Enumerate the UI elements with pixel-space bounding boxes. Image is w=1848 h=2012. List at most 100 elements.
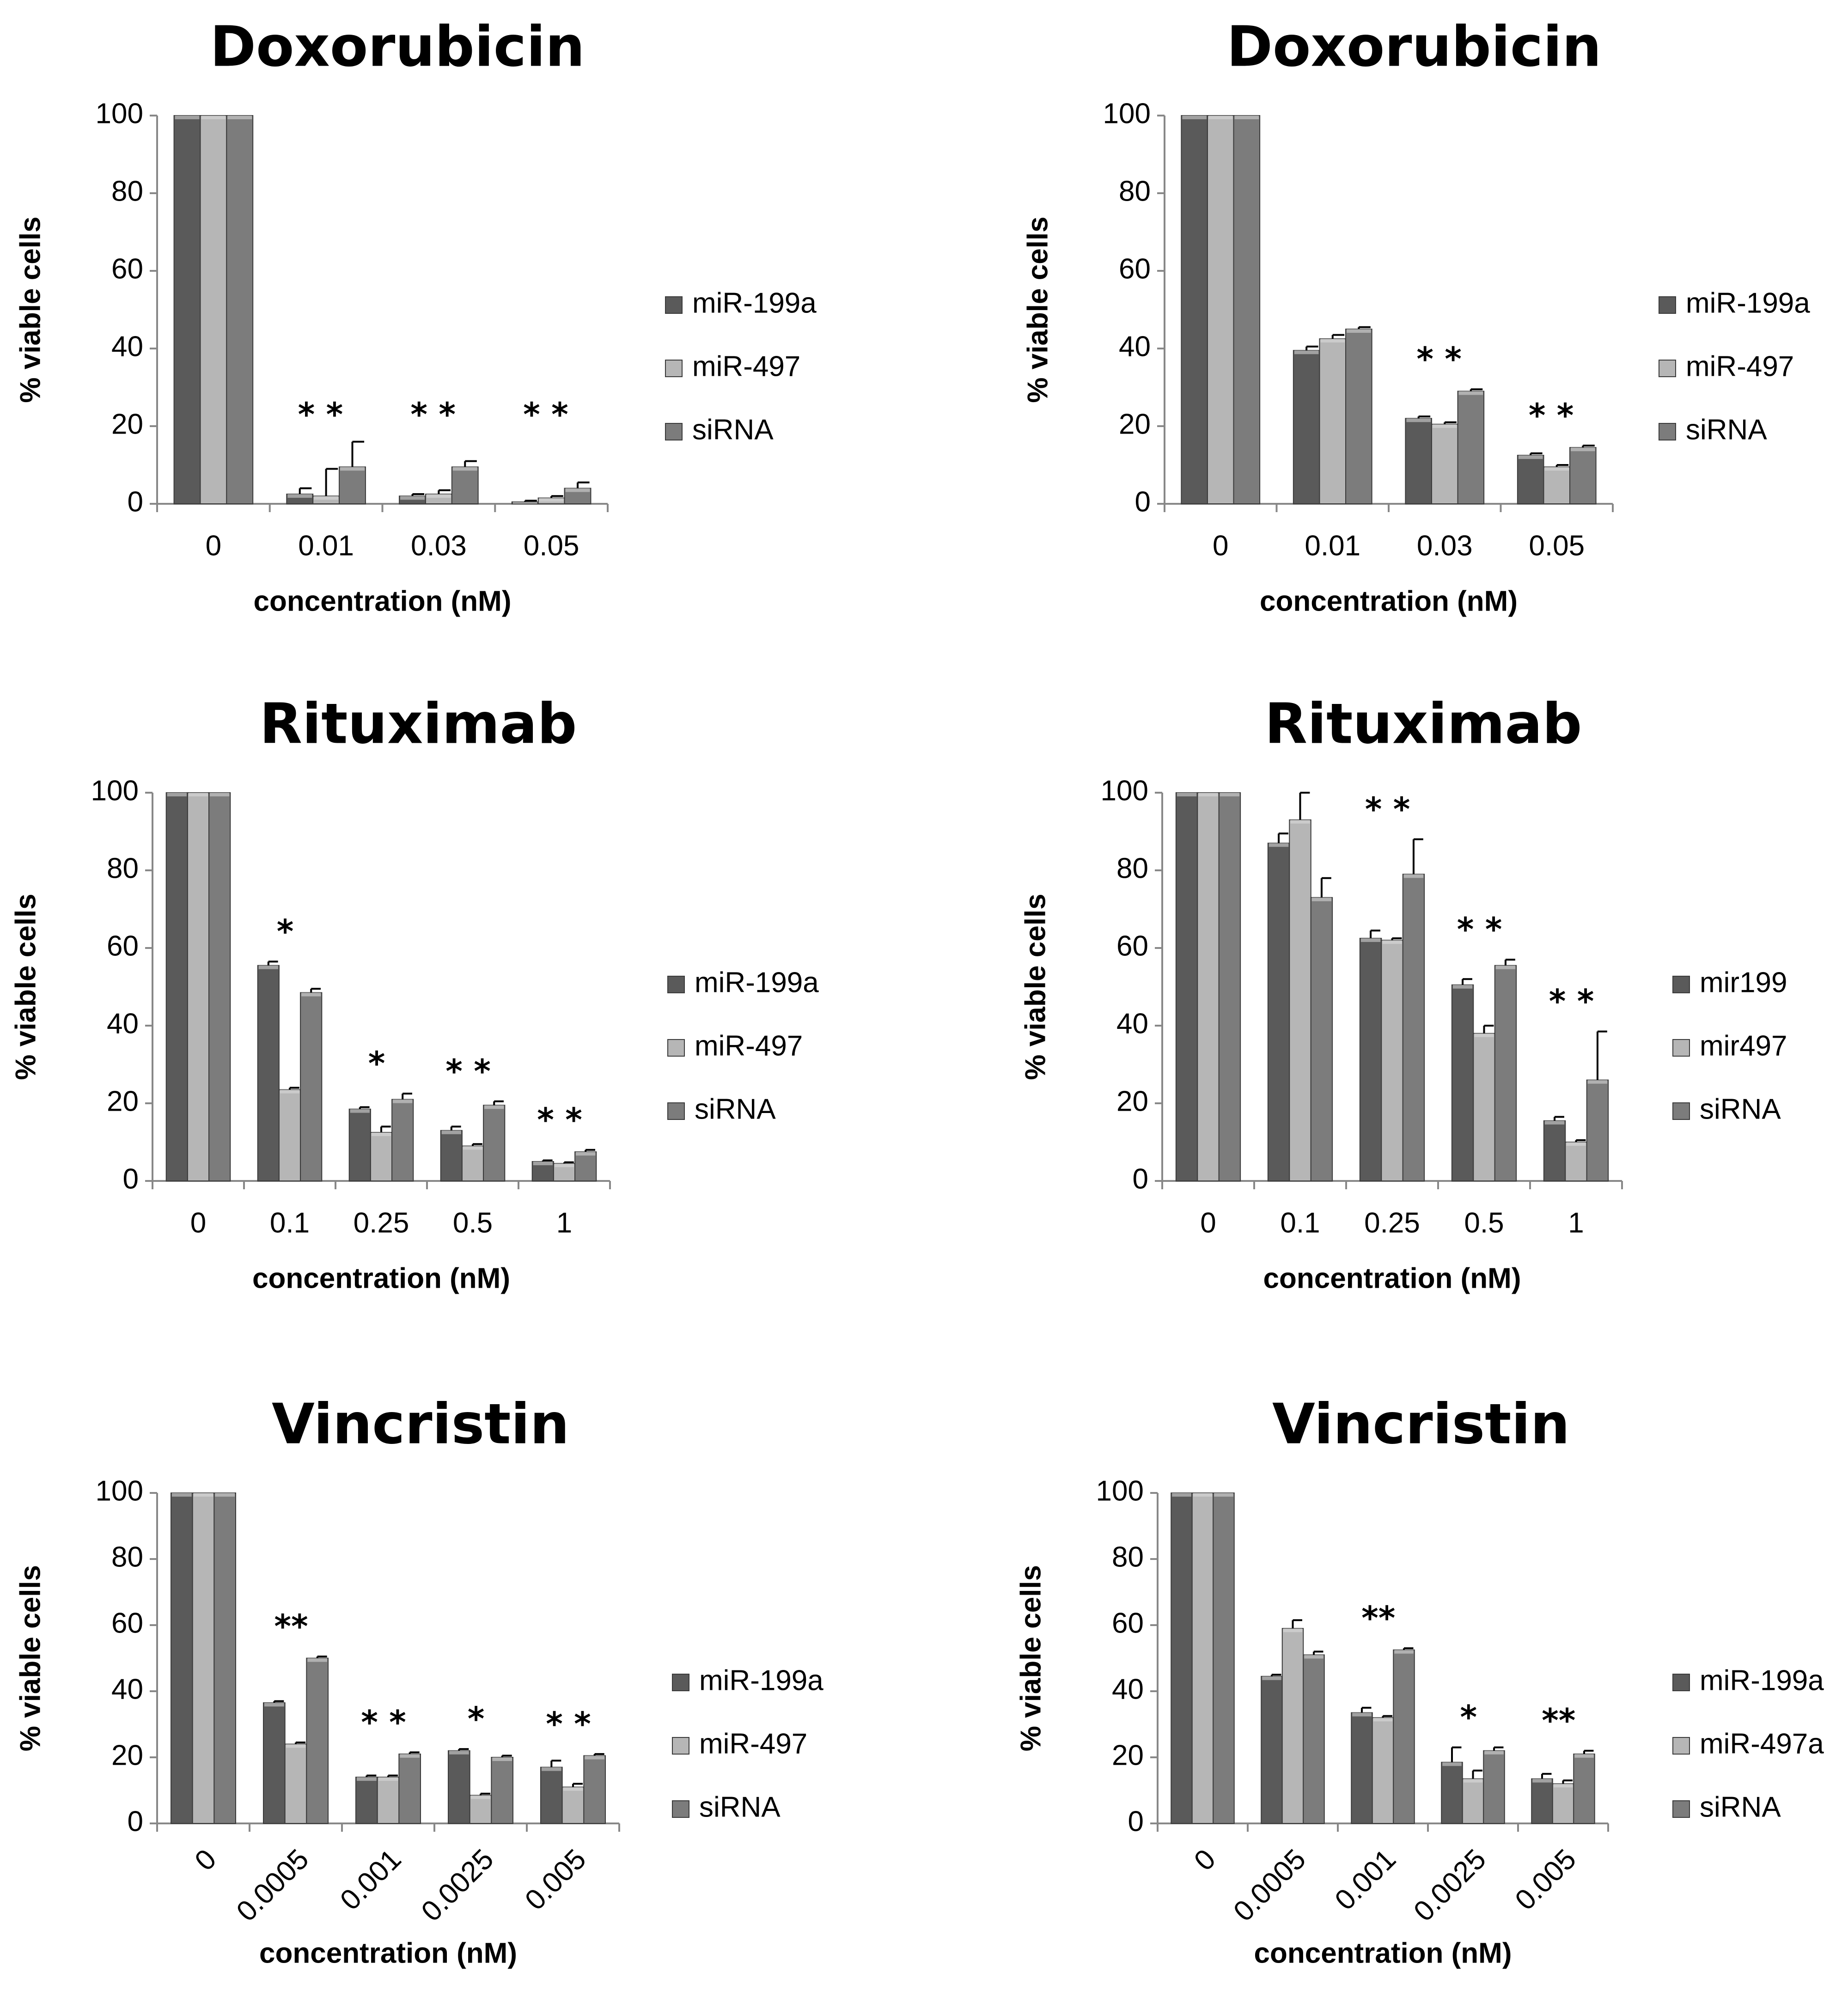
bar-sirna-2 (300, 992, 323, 1182)
error-bar (380, 1125, 391, 1132)
bar-cap (1484, 1750, 1504, 1755)
bar-cap (1403, 874, 1424, 878)
error-bar (450, 1125, 461, 1131)
legend-swatch (1659, 360, 1676, 377)
bar-cap (215, 1493, 235, 1497)
bar-mir-199a-4 (440, 1130, 463, 1182)
x-tick-label: 1 (556, 1207, 572, 1239)
legend-swatch (665, 296, 683, 314)
bar-cap (563, 1787, 583, 1791)
bar-cap (1177, 793, 1197, 796)
bar-cap (1544, 467, 1569, 471)
chart-title: Rituximab (260, 692, 577, 757)
legend-swatch (665, 423, 683, 440)
legend-label: siRNA (1686, 414, 1767, 446)
y-axis-label: % viable cells (14, 216, 46, 403)
legend-swatch (672, 1737, 689, 1755)
bar-mir-497-1 (187, 792, 210, 1181)
y-tick-label: 40 (111, 330, 143, 362)
error-bar (1562, 1780, 1573, 1784)
x-tick-label: 0 (206, 530, 221, 562)
error-bar (1472, 1769, 1482, 1779)
significance-marker: * * (1365, 790, 1410, 828)
bar-cap (1347, 329, 1371, 333)
x-tick-label: 0.01 (298, 530, 354, 562)
error-bar (1370, 930, 1380, 938)
bar-cap (585, 1755, 604, 1760)
x-tick-label: 0 (189, 1843, 222, 1877)
x-axis-label: concentration (nM) (252, 1262, 510, 1294)
y-tick-label: 60 (1112, 1607, 1144, 1639)
error-bar (1530, 452, 1543, 455)
y-tick-label: 100 (1096, 1475, 1144, 1507)
bar-sirna-5 (1573, 1753, 1595, 1824)
bar-cap (1220, 793, 1240, 796)
significance-marker: * (1460, 1699, 1477, 1737)
bar-sirna-1 (1233, 115, 1261, 504)
bar-mir497-2 (1289, 819, 1311, 1182)
bar-mir199-5 (1543, 1120, 1566, 1182)
y-axis-label: % viable cells (1019, 893, 1051, 1080)
x-tick-label: 0.1 (1280, 1207, 1320, 1239)
bar-cap (227, 116, 252, 119)
bar-mir-497-3 (1431, 423, 1458, 504)
x-tick-label: 0.25 (354, 1207, 409, 1239)
bar-cap (1208, 116, 1233, 119)
bar-mir-199a-3 (348, 1108, 371, 1182)
bar-mir-497-2 (284, 1743, 307, 1824)
y-tick-label: 80 (107, 852, 139, 884)
error-bar (316, 1655, 327, 1658)
legend-swatch (1659, 296, 1676, 314)
bar-cap (1290, 819, 1310, 824)
error-bar (1313, 1651, 1323, 1655)
legend-label: mir497 (1700, 1030, 1787, 1062)
chart-title: Vincristin (272, 1393, 569, 1457)
y-axis-label: % viable cells (14, 1565, 46, 1751)
x-tick-label: 0.5 (453, 1207, 493, 1239)
x-axis-label: concentration (nM) (259, 1937, 517, 1969)
bar-cap (1234, 116, 1259, 119)
legend-label: siRNA (699, 1791, 781, 1823)
y-tick-label: 20 (111, 408, 143, 440)
error-bar (411, 493, 425, 496)
bar-cap (167, 793, 187, 796)
error-bar (351, 440, 365, 467)
bar-sirna-4 (1494, 965, 1517, 1182)
x-tick-label: 0.05 (1529, 530, 1585, 562)
bar-cap (1442, 1762, 1462, 1766)
legend-label: miR-497 (695, 1030, 803, 1062)
bar-mir-497-4 (461, 1145, 484, 1181)
significance-marker: * * (361, 1703, 406, 1741)
y-tick-label: 40 (1116, 1008, 1148, 1040)
bar-sirna-3 (451, 466, 479, 505)
bar-sirna-4 (1569, 447, 1597, 505)
bar-cap (1373, 1718, 1393, 1722)
bar-mir497-3 (1381, 940, 1403, 1181)
bar-mir-497a-2 (1281, 1628, 1304, 1824)
error-bar (1305, 345, 1318, 351)
chart-panel-3: Rituximab % viable cells 0 20 40 60 80 100 0 * 0.1… (10, 692, 819, 1295)
error-bar (1583, 1749, 1594, 1754)
bar-cap (371, 1132, 391, 1136)
bar-sirna-5 (1586, 1079, 1609, 1182)
x-tick-label: 0 (1200, 1207, 1216, 1239)
y-tick-label: 20 (107, 1085, 139, 1117)
bar-cap (201, 116, 226, 119)
error-bar (472, 1143, 482, 1146)
bar-cap (533, 1162, 553, 1165)
bar-cap (350, 1109, 370, 1113)
bar-sirna-1 (1213, 1492, 1235, 1824)
bar-cap (280, 1089, 300, 1094)
legend-swatch (665, 360, 683, 377)
significance-marker: * * (298, 396, 343, 434)
y-tick-label: 40 (111, 1673, 143, 1705)
bar-mir-199a-2 (263, 1702, 286, 1824)
x-tick-label: 0.0025 (1408, 1843, 1492, 1928)
bar-cap (539, 498, 564, 502)
legend-swatch (1672, 1039, 1690, 1057)
bar-sirna-4 (1483, 1750, 1505, 1824)
bar-mir-199a-5 (1531, 1778, 1553, 1824)
chart-panel-5: Vincristin % viable cells 0 20 40 60 80 100 0 ** 0… (14, 1393, 823, 1969)
bar-cap (1294, 350, 1319, 355)
